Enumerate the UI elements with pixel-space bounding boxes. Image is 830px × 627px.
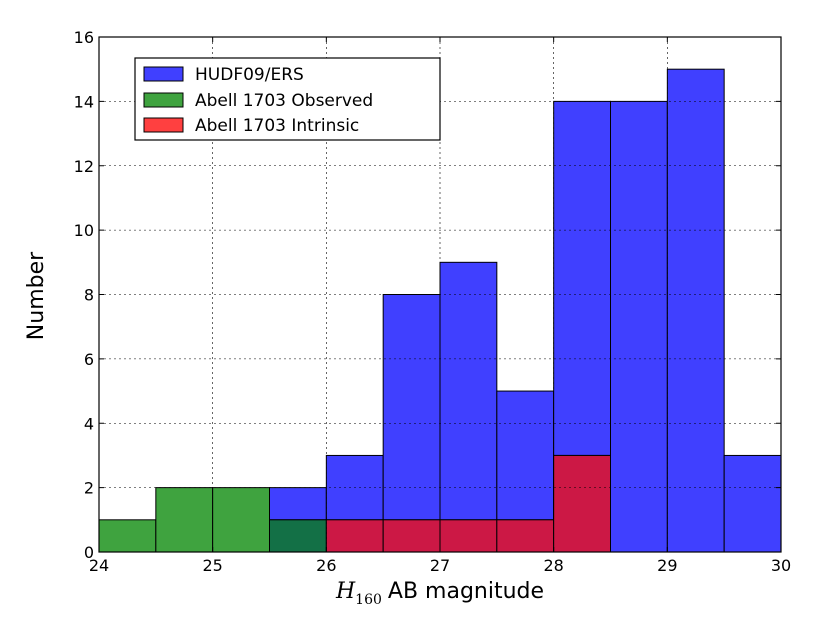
bar-overlap-hudf-intrinsic-bin-4: [326, 520, 383, 552]
bar-hudf09-ers-bin-9: [611, 101, 668, 552]
legend-swatch-hudf09-ers: [144, 67, 183, 81]
x-tick-label-26: 26: [316, 556, 336, 575]
bar-overlap-observed-hudf-bin-3: [270, 520, 327, 552]
legend-label-abell-observed: Abell 1703 Observed: [195, 91, 373, 111]
y-tick-label-16: 16: [74, 28, 94, 47]
bar-overlap-hudf-intrinsic-bin-8: [554, 455, 611, 552]
y-axis-label: Number: [24, 251, 49, 340]
x-tick-label-28: 28: [543, 556, 563, 575]
x-tick-label-29: 29: [657, 556, 677, 575]
bar-abell-1703-observed-bin-0: [99, 520, 156, 552]
bar-hudf09-ers-bin-10: [667, 69, 724, 552]
y-tick-label-8: 8: [84, 286, 94, 305]
y-tick-label-10: 10: [74, 221, 94, 240]
bar-overlap-hudf-intrinsic-bin-5: [383, 520, 440, 552]
y-tick-label-4: 4: [84, 414, 94, 433]
legend-swatch-abell-intrinsic: [144, 118, 183, 132]
y-tick-label-6: 6: [84, 350, 94, 369]
x-axis-symbol: H: [335, 579, 356, 604]
y-tick-label-14: 14: [74, 92, 94, 111]
x-tick-label-30: 30: [771, 556, 791, 575]
bar-hudf09-ers-bin-5: [383, 295, 440, 553]
bar-abell-1703-observed-bin-2: [213, 488, 270, 552]
bar-overlap-hudf-intrinsic-bin-6: [440, 520, 497, 552]
bar-overlap-hudf-intrinsic-bin-7: [497, 520, 554, 552]
x-tick-label-25: 25: [202, 556, 222, 575]
y-tick-label-0: 0: [84, 543, 94, 562]
legend-label-abell-intrinsic: Abell 1703 Intrinsic: [195, 116, 359, 136]
x-axis-text: AB magnitude: [388, 579, 544, 604]
x-tick-label-27: 27: [430, 556, 450, 575]
bar-abell-1703-observed-bin-1: [156, 488, 213, 552]
bar-hudf09-ers-bin-6: [440, 262, 497, 552]
x-axis-subscript: 160: [355, 592, 382, 608]
y-tick-label-2: 2: [84, 479, 94, 498]
y-tick-label-12: 12: [74, 157, 94, 176]
legend-swatch-abell-observed: [144, 93, 183, 107]
legend-label-hudf09-ers: HUDF09/ERS: [195, 65, 304, 85]
bar-hudf09-ers-bin-11: [724, 455, 781, 552]
legend: HUDF09/ERS Abell 1703 Observed Abell 170…: [135, 58, 440, 140]
